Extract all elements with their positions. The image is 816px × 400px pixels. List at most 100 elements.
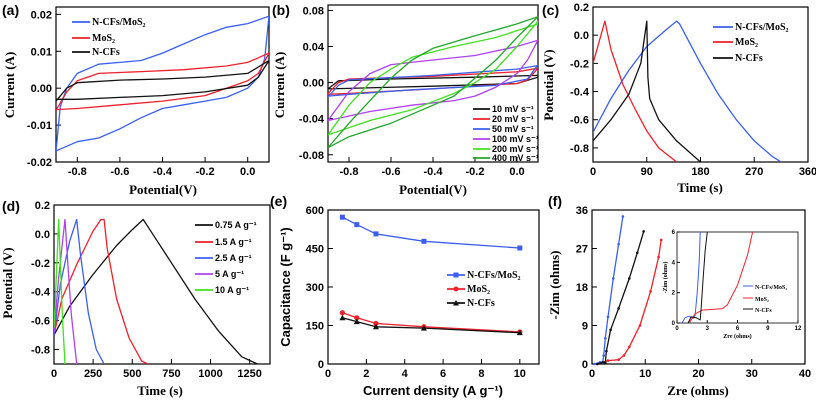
x-axis-title: Current density (A g⁻¹)	[363, 383, 503, 398]
data-point-triangle	[420, 325, 427, 331]
plot-frame	[53, 204, 271, 365]
x-tick-label: 4	[402, 368, 409, 380]
x-tick-label: 0	[51, 368, 57, 380]
y-tick-label: 2	[672, 291, 676, 297]
legend: 0.75 A g⁻¹ 1.5 A g⁻¹ 2.5 A g⁻¹ 5 A g⁻¹ 10 A…	[195, 220, 257, 295]
y-tick-label: 0.0	[35, 229, 50, 241]
series-line	[688, 232, 754, 323]
y-axis-title: Capacitance (F g⁻¹)	[278, 227, 293, 347]
data-point-square	[354, 222, 360, 228]
data-point-dot	[609, 328, 612, 332]
x-tick-label: 500	[123, 368, 141, 380]
y-tick-label: 0.2	[574, 2, 589, 14]
x-tick-label: 1250	[237, 368, 261, 380]
panel-label: (c)	[542, 2, 559, 18]
series-line	[328, 63, 538, 98]
y-tick-label: 4	[672, 260, 676, 266]
legend-label: MoS₂	[467, 284, 490, 295]
x-tick-label: -0.2	[466, 166, 485, 178]
plot-panel: 0 250 500 750 1000 1250 -0.8 -0.6 -0.4 -0.2 0.0 0.2	[31, 200, 271, 380]
series-line	[328, 20, 538, 136]
x-tick-label: 10	[514, 368, 526, 380]
data-point-triangle	[372, 323, 379, 330]
series-line	[687, 232, 708, 323]
legend-marker	[453, 300, 459, 306]
series-line	[56, 52, 269, 111]
y-tick-label: 0	[582, 359, 588, 371]
series-line	[54, 218, 78, 364]
data-point-dot	[617, 307, 620, 310]
plot-panel: -0.8 -0.6 -0.4 -0.2 0.0 -0.02 -0.01 0.00 0.01 0.0…	[27, 6, 270, 178]
data-point-dot	[642, 230, 645, 233]
legend-label: 100 mV s⁻¹	[492, 134, 539, 144]
data-point-triangle	[339, 314, 346, 321]
legend: N-CFs/MoS₂ MoS₂ N-CFs	[447, 270, 521, 309]
y-tick-label: 6	[672, 230, 676, 236]
y-axis-title: Current (A)	[2, 52, 17, 119]
x-tick-label: -0.4	[424, 166, 444, 178]
x-axis-title: Potential(V)	[399, 182, 467, 197]
plot-frame	[327, 209, 540, 365]
legend-label: 0.75 A g⁻¹	[215, 220, 257, 230]
x-tick-label: -0.8	[68, 166, 87, 178]
legend: N-CFs/MoS₂ MoS₂ N-CFs	[72, 17, 146, 58]
series-line	[54, 218, 149, 364]
y-tick-label: 600	[306, 205, 324, 217]
legend-marker	[453, 272, 459, 278]
data-point-dot	[627, 345, 631, 349]
x-tick-label: 270	[745, 166, 763, 178]
data-point-dot	[604, 361, 607, 365]
data-point-dot	[627, 277, 631, 280]
x-tick-label: 9	[766, 326, 770, 332]
x-tick-label: 1000	[198, 368, 222, 380]
legend-label: 5 A g⁻¹	[215, 269, 244, 279]
panel-label: (b)	[272, 2, 290, 18]
legend-label: 10 A g⁻¹	[215, 285, 249, 295]
data-point-dot	[659, 238, 663, 242]
data-point-dot	[604, 337, 607, 340]
series-line	[593, 20, 782, 162]
data-point-square	[421, 238, 427, 244]
inset-plot-panel: 0 3 6 9 12 0 2 4 6	[672, 230, 802, 332]
y-axis-title: -Zim (ohms)	[547, 251, 562, 320]
x-tick-label: 40	[799, 368, 811, 380]
x-tick-label: 180	[691, 166, 709, 178]
data-point-dot	[617, 358, 620, 362]
x-tick-label: 0	[590, 166, 596, 178]
data-point-dot	[635, 251, 639, 255]
plot-panel: 0 90 180 270 360 -0.8 -0.6 -0.4 -0.2 0.0 0.2	[570, 2, 816, 178]
series-line	[54, 218, 66, 364]
data-point-dot	[617, 242, 620, 246]
data-point-triangle	[516, 329, 523, 336]
data-point-dot	[593, 362, 596, 366]
x-axis-title: Time (s)	[677, 180, 723, 195]
legend-label: 2.5 A g⁻¹	[215, 253, 252, 263]
legend: N-CFs/MoS₂ MoS₂ N-CFs	[713, 22, 789, 64]
x-tick-label: -0.6	[382, 166, 401, 178]
y-tick-label: 0	[318, 359, 324, 371]
x-tick-label: 250	[84, 368, 102, 380]
x-tick-label: 0	[325, 368, 331, 380]
x-tick-label: 30	[746, 368, 758, 380]
legend-label: N-CFs	[92, 47, 120, 58]
panel-label: (a)	[2, 2, 19, 18]
x-tick-label: 0	[675, 326, 679, 332]
legend-label: 400 mV s⁻¹	[492, 153, 539, 163]
y-tick-label: 0.02	[31, 9, 52, 21]
series-line	[54, 218, 258, 364]
legend-label: 200 mV s⁻¹	[492, 144, 539, 154]
y-tick-label: 0.00	[303, 78, 324, 90]
y-tick-label: -0.8	[570, 143, 589, 155]
x-axis-title: Zre (ohms)	[667, 383, 729, 398]
legend-label: 1.5 A g⁻¹	[215, 237, 252, 247]
y-tick-label: -0.8	[31, 345, 50, 357]
legend-label: 20 mV s⁻¹	[492, 114, 534, 124]
data-point-square	[517, 245, 523, 251]
data-point-dot	[596, 362, 599, 366]
y-tick-label: -0.01	[27, 120, 52, 132]
x-tick-label: 90	[641, 166, 653, 178]
y-tick-label: -0.04	[299, 114, 325, 126]
y-tick-label: 18	[576, 282, 588, 294]
